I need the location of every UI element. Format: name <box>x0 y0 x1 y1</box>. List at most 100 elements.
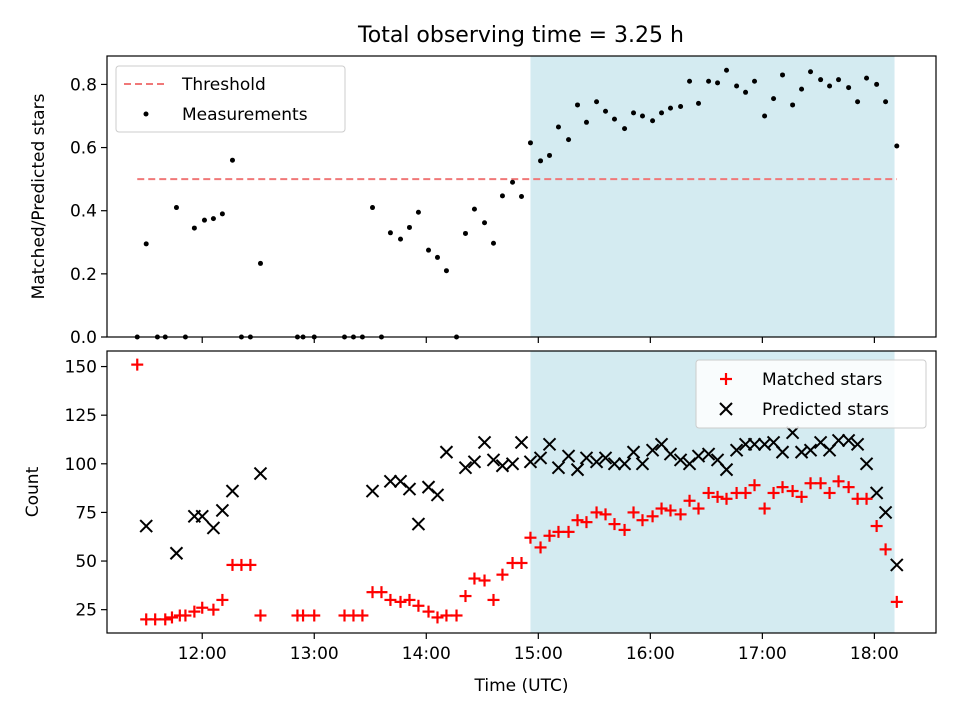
measurement-point <box>575 102 581 108</box>
matched-star-point <box>804 477 817 490</box>
measurement-point <box>734 83 740 89</box>
measurement-point <box>836 77 842 83</box>
y-tick-label: 0.8 <box>70 75 97 95</box>
predicted-star-point <box>747 437 762 452</box>
predicted-star-point <box>645 443 660 457</box>
predicted-star-point <box>626 445 641 459</box>
matched-star-point <box>244 558 257 571</box>
matched-star-point <box>496 568 509 581</box>
measurement-point <box>611 116 617 122</box>
predicted-star-point <box>579 451 594 465</box>
measurement-point <box>594 99 600 105</box>
matched-star-point <box>860 492 873 505</box>
measurement-point <box>603 108 609 114</box>
measurement-point <box>210 216 216 222</box>
measurement-point <box>434 254 440 260</box>
predicted-star-point <box>551 460 566 475</box>
y-tick-label: 0.4 <box>70 202 97 222</box>
matched-star-point <box>149 613 162 626</box>
measurement-point <box>482 220 488 226</box>
predicted-star-point <box>701 447 716 461</box>
matched-star-point <box>571 514 584 527</box>
top-y-ticks: 0.0 0.2 0.4 0.6 0.8 <box>70 75 107 348</box>
matched-star-point <box>403 593 416 606</box>
predicted-star-point <box>803 443 818 457</box>
legend-matched-label: Matched stars <box>762 370 882 390</box>
top-legend: Threshold Measurements <box>115 65 346 133</box>
measurement-point <box>743 89 749 95</box>
top-y-axis-label: Matched/Predicted stars <box>29 93 49 299</box>
predicted-star-point <box>477 435 492 450</box>
matched-star-point <box>599 508 612 521</box>
bottom-y-axis-label: Count <box>23 466 43 517</box>
predicted-star-point <box>729 443 744 457</box>
matched-star-point <box>646 510 659 523</box>
matched-star-point <box>767 486 780 499</box>
x-tick-label: 16:00 <box>626 644 675 664</box>
bottom-legend-box <box>695 359 927 429</box>
bottom-y-ticks: 25 50 75 100 125 150 <box>65 358 107 621</box>
matched-star-point <box>552 525 565 538</box>
matched-stars-points <box>131 358 903 626</box>
matched-star-point <box>683 494 696 507</box>
x-tick-label: 13:00 <box>290 644 339 664</box>
predicted-star-point <box>383 474 398 489</box>
matched-star-point <box>608 518 621 531</box>
matched-star-point <box>412 599 425 612</box>
measurement-point <box>191 225 197 231</box>
predicted-star-point <box>495 459 510 473</box>
predicted-star-point <box>253 466 268 481</box>
measurement-point <box>790 102 796 108</box>
predicted-star-point <box>570 462 585 477</box>
matched-star-point <box>394 595 407 608</box>
y-tick-label: 125 <box>65 406 97 426</box>
predicted-star-point <box>402 482 417 496</box>
predicted-star-point <box>206 521 221 535</box>
matched-star-point <box>196 601 209 614</box>
measurement-point <box>555 124 561 130</box>
predicted-star-point <box>533 451 548 465</box>
matched-star-point <box>440 609 453 622</box>
matched-star-point <box>207 603 220 616</box>
measurement-point <box>471 206 477 212</box>
measurement-point <box>631 110 637 116</box>
bottom-x-ticks: 12:00 13:00 14:00 15:00 16:00 17:00 18:00 <box>178 633 899 664</box>
legend-threshold-label: Threshold <box>181 75 266 95</box>
observing-window-span <box>530 56 895 337</box>
measurement-point <box>462 230 468 236</box>
matched-star-point <box>468 572 481 585</box>
measurement-point <box>426 247 432 253</box>
measurement-point <box>547 152 553 158</box>
predicted-star-point <box>589 455 604 469</box>
measurement-point <box>538 158 544 164</box>
top-legend-box <box>115 65 346 133</box>
matched-star-point <box>832 475 845 488</box>
measurement-point <box>855 99 861 105</box>
matched-star-point <box>131 358 144 371</box>
matched-star-point <box>786 485 799 498</box>
measurement-point <box>678 104 684 110</box>
legend-measurements-swatch <box>143 111 149 117</box>
predicted-star-point <box>598 451 613 465</box>
measurement-point <box>583 119 589 125</box>
predicted-star-point <box>467 455 482 469</box>
predicted-star-point <box>831 433 846 448</box>
predicted-star-point <box>607 457 622 471</box>
y-tick-label: 75 <box>75 503 97 523</box>
measurement-point <box>370 205 376 211</box>
measurement-point <box>143 241 149 247</box>
y-tick-label: 25 <box>75 601 97 621</box>
x-tick-label: 17:00 <box>738 644 787 664</box>
x-tick-label: 12:00 <box>178 644 227 664</box>
measurement-point <box>883 99 889 105</box>
predicted-stars-points <box>139 425 904 572</box>
predicted-star-point <box>505 457 520 471</box>
measurement-point <box>639 113 645 119</box>
matched-star-point <box>159 613 172 626</box>
predicted-star-point <box>486 453 501 467</box>
matched-star-point <box>748 479 761 492</box>
y-tick-label: 0.2 <box>70 265 97 285</box>
top-x-ticks <box>201 337 875 343</box>
measurement-point <box>827 83 833 89</box>
